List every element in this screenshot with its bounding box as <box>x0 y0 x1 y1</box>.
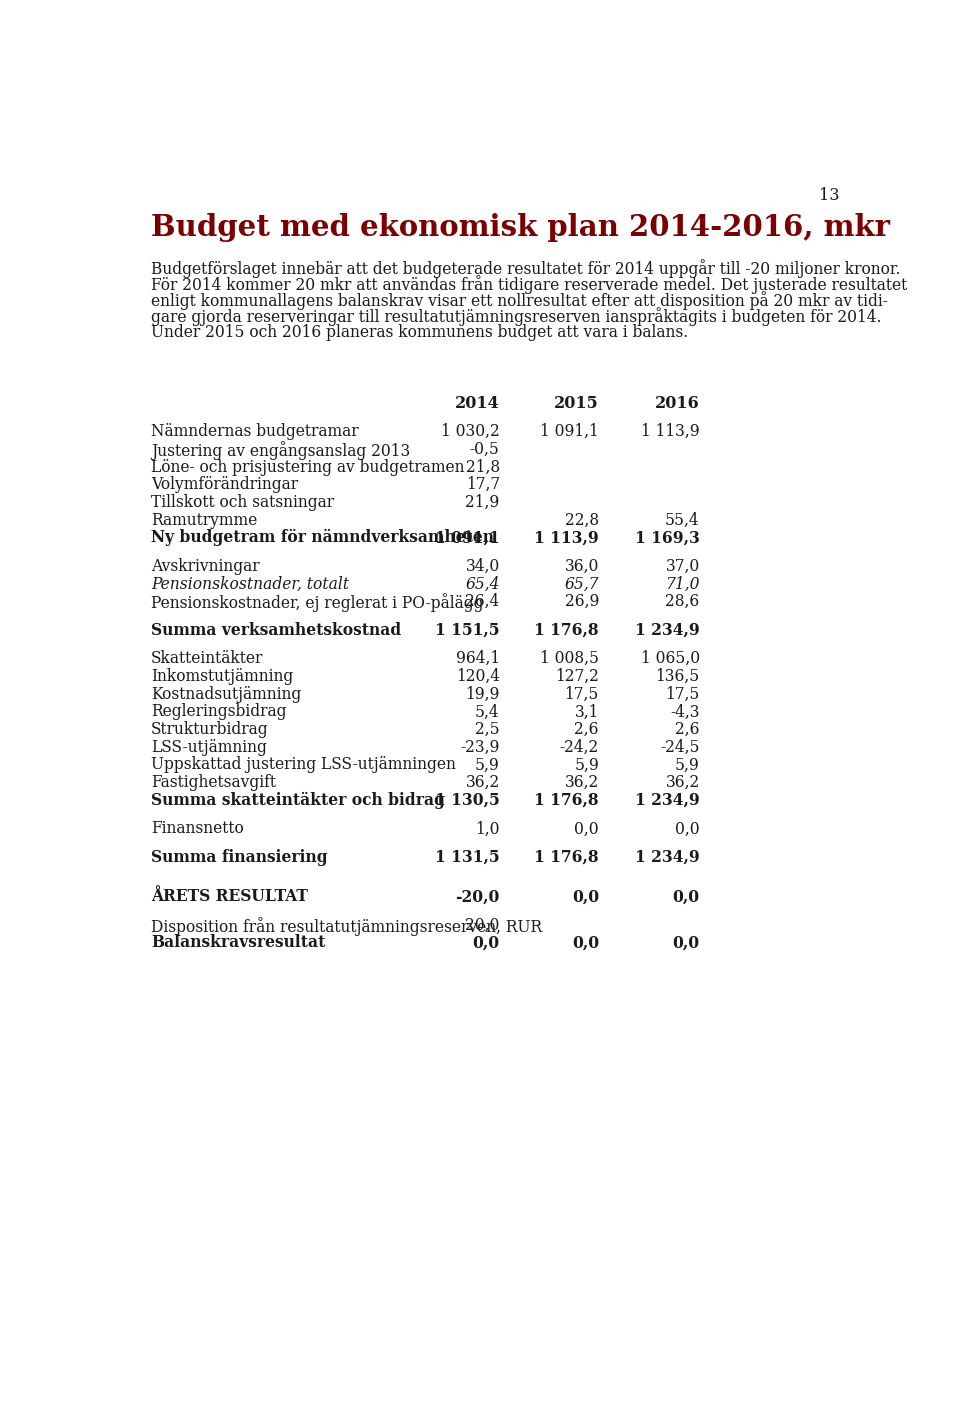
Text: 36,2: 36,2 <box>564 774 599 791</box>
Text: 1 176,8: 1 176,8 <box>535 622 599 639</box>
Text: 1 131,5: 1 131,5 <box>435 848 500 865</box>
Text: Strukturbidrag: Strukturbidrag <box>151 720 269 737</box>
Text: Volymförändringar: Volymförändringar <box>151 476 299 493</box>
Text: -20,0: -20,0 <box>455 888 500 905</box>
Text: Avskrivningar: Avskrivningar <box>151 558 259 576</box>
Text: 2,6: 2,6 <box>675 720 700 737</box>
Text: Pensionskostnader, totalt: Pensionskostnader, totalt <box>151 576 349 593</box>
Text: 71,0: 71,0 <box>665 576 700 593</box>
Text: 1 030,2: 1 030,2 <box>441 423 500 441</box>
Text: Summa verksamhetskostnad: Summa verksamhetskostnad <box>151 622 401 639</box>
Text: Justering av engångsanslag 2013: Justering av engångsanslag 2013 <box>151 441 410 460</box>
Text: 26,4: 26,4 <box>466 593 500 610</box>
Text: 13: 13 <box>819 188 839 205</box>
Text: 964,1: 964,1 <box>456 651 500 668</box>
Text: 2015: 2015 <box>554 395 599 412</box>
Text: Balanskravsresultat: Balanskravsresultat <box>151 935 325 952</box>
Text: 1 130,5: 1 130,5 <box>435 791 500 809</box>
Text: Kostnadsutjämning: Kostnadsutjämning <box>151 686 301 702</box>
Text: 1 176,8: 1 176,8 <box>535 791 599 809</box>
Text: Ny budgetram för nämndverksamheten: Ny budgetram för nämndverksamheten <box>151 530 494 547</box>
Text: Disposition från resultatutjämningsreserven, RUR: Disposition från resultatutjämningsreser… <box>151 917 542 935</box>
Text: 1 113,9: 1 113,9 <box>641 423 700 441</box>
Text: 0,0: 0,0 <box>572 888 599 905</box>
Text: 2,5: 2,5 <box>475 720 500 737</box>
Text: 1 234,9: 1 234,9 <box>635 791 700 809</box>
Text: 136,5: 136,5 <box>656 668 700 685</box>
Text: 36,0: 36,0 <box>564 558 599 576</box>
Text: 120,4: 120,4 <box>456 668 500 685</box>
Text: ÅRETS RESULTAT: ÅRETS RESULTAT <box>151 888 308 905</box>
Text: 1 065,0: 1 065,0 <box>640 651 700 668</box>
Text: Under 2015 och 2016 planeras kommunens budget att vara i balans.: Under 2015 och 2016 planeras kommunens b… <box>151 324 688 341</box>
Text: 34,0: 34,0 <box>466 558 500 576</box>
Text: 21,8: 21,8 <box>466 459 500 476</box>
Text: 17,5: 17,5 <box>665 686 700 702</box>
Text: 5,9: 5,9 <box>475 756 500 773</box>
Text: 1,0: 1,0 <box>475 820 500 837</box>
Text: 17,5: 17,5 <box>564 686 599 702</box>
Text: Inkomstutjämning: Inkomstutjämning <box>151 668 293 685</box>
Text: 1 169,3: 1 169,3 <box>635 530 700 546</box>
Text: Uppskattad justering LSS-utjämningen: Uppskattad justering LSS-utjämningen <box>151 756 456 773</box>
Text: 0,0: 0,0 <box>472 935 500 952</box>
Text: gare gjorda reserveringar till resultatutjämningsreserven ianspråktagits i budge: gare gjorda reserveringar till resultatu… <box>151 307 881 327</box>
Text: Summa finansiering: Summa finansiering <box>151 848 327 865</box>
Text: 3,1: 3,1 <box>575 703 599 720</box>
Text: 37,0: 37,0 <box>665 558 700 576</box>
Text: -24,2: -24,2 <box>560 739 599 756</box>
Text: Regleringsbidrag: Regleringsbidrag <box>151 703 286 720</box>
Text: 1 091,1: 1 091,1 <box>435 530 500 546</box>
Text: -4,3: -4,3 <box>670 703 700 720</box>
Text: 1 151,5: 1 151,5 <box>435 622 500 639</box>
Text: Summa skatteintäkter och bidrag: Summa skatteintäkter och bidrag <box>151 791 445 809</box>
Text: 22,8: 22,8 <box>564 512 599 529</box>
Text: 36,2: 36,2 <box>466 774 500 791</box>
Text: 1 091,1: 1 091,1 <box>540 423 599 441</box>
Text: Löne- och prisjustering av budgetramen: Löne- och prisjustering av budgetramen <box>151 459 465 476</box>
Text: 65,7: 65,7 <box>564 576 599 593</box>
Text: 5,9: 5,9 <box>574 756 599 773</box>
Text: 0,0: 0,0 <box>673 935 700 952</box>
Text: 0,0: 0,0 <box>572 935 599 952</box>
Text: 36,2: 36,2 <box>665 774 700 791</box>
Text: 65,4: 65,4 <box>466 576 500 593</box>
Text: -23,9: -23,9 <box>461 739 500 756</box>
Text: För 2014 kommer 20 mkr att användas från tidigare reserverade medel. Det justera: För 2014 kommer 20 mkr att användas från… <box>151 276 907 294</box>
Text: -24,5: -24,5 <box>660 739 700 756</box>
Text: 1 008,5: 1 008,5 <box>540 651 599 668</box>
Text: 19,9: 19,9 <box>466 686 500 702</box>
Text: LSS-utjämning: LSS-utjämning <box>151 739 267 756</box>
Text: 26,9: 26,9 <box>564 593 599 610</box>
Text: Tillskott och satsningar: Tillskott och satsningar <box>151 495 334 512</box>
Text: -0,5: -0,5 <box>469 441 500 458</box>
Text: 5,9: 5,9 <box>675 756 700 773</box>
Text: Nämndernas budgetramar: Nämndernas budgetramar <box>151 423 359 441</box>
Text: Ramutrymme: Ramutrymme <box>151 512 257 529</box>
Text: 2016: 2016 <box>655 395 700 412</box>
Text: 55,4: 55,4 <box>665 512 700 529</box>
Text: 0,0: 0,0 <box>673 888 700 905</box>
Text: 1 234,9: 1 234,9 <box>635 622 700 639</box>
Text: 1 234,9: 1 234,9 <box>635 848 700 865</box>
Text: 28,6: 28,6 <box>665 593 700 610</box>
Text: Finansnetto: Finansnetto <box>151 820 244 837</box>
Text: 21,9: 21,9 <box>466 495 500 512</box>
Text: enligt kommunallagens balanskrav visar ett nollresultat efter att disposition på: enligt kommunallagens balanskrav visar e… <box>151 291 888 310</box>
Text: Skatteintäkter: Skatteintäkter <box>151 651 263 668</box>
Text: 20,0: 20,0 <box>466 917 500 934</box>
Text: Fastighetsavgift: Fastighetsavgift <box>151 774 276 791</box>
Text: Pensionskostnader, ej reglerat i PO-pålägg: Pensionskostnader, ej reglerat i PO-pålä… <box>151 593 484 612</box>
Text: 5,4: 5,4 <box>475 703 500 720</box>
Text: 0,0: 0,0 <box>675 820 700 837</box>
Text: 2014: 2014 <box>455 395 500 412</box>
Text: 2,6: 2,6 <box>574 720 599 737</box>
Text: Budget med ekonomisk plan 2014-2016, mkr: Budget med ekonomisk plan 2014-2016, mkr <box>151 213 890 242</box>
Text: 1 113,9: 1 113,9 <box>534 530 599 546</box>
Text: 17,7: 17,7 <box>466 476 500 493</box>
Text: 0,0: 0,0 <box>574 820 599 837</box>
Text: Budgetförslaget innebär att det budgeterade resultatet för 2014 uppgår till -20 : Budgetförslaget innebär att det budgeter… <box>151 259 900 279</box>
Text: 1 176,8: 1 176,8 <box>535 848 599 865</box>
Text: 127,2: 127,2 <box>555 668 599 685</box>
